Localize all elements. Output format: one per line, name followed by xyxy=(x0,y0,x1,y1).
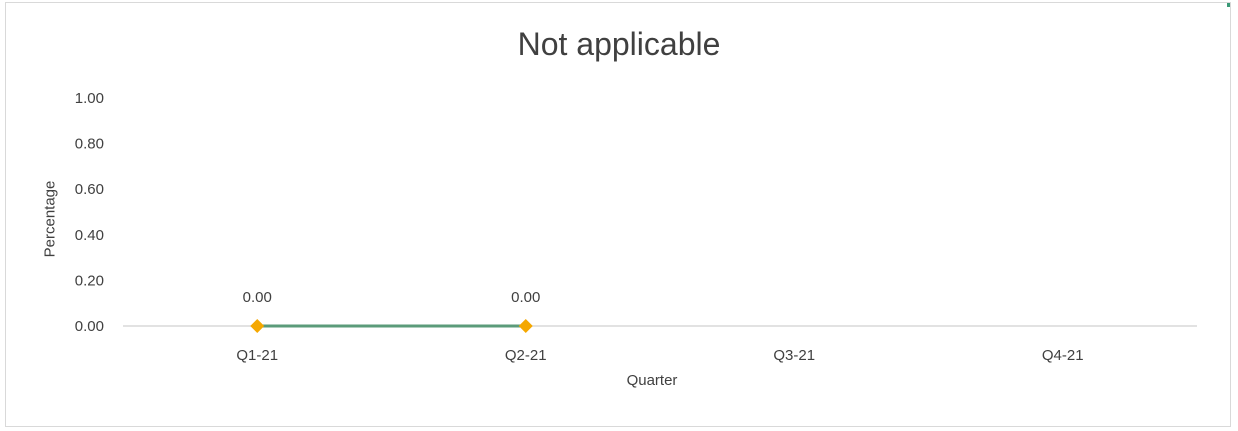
y-tick-label: 0.80 xyxy=(75,136,104,153)
x-axis-label: Quarter xyxy=(626,372,678,389)
x-tick-label: Q2-21 xyxy=(505,347,547,364)
x-tick-label: Q3-21 xyxy=(773,347,815,364)
y-tick-label: 0.40 xyxy=(75,227,104,244)
y-tick-label: 1.00 xyxy=(75,90,104,107)
x-tick-label: Q1-21 xyxy=(236,347,278,364)
data-point-marker xyxy=(250,319,265,333)
y-tick-label: 0.20 xyxy=(75,272,104,289)
y-tick-label: 0.60 xyxy=(75,181,104,198)
data-label: 0.00 xyxy=(243,289,272,306)
chart-title: Not applicable xyxy=(517,26,721,62)
x-tick-label: Q4-21 xyxy=(1042,347,1084,364)
y-tick-label: 0.00 xyxy=(75,318,104,335)
chart-frame xyxy=(5,2,1231,427)
corner-accent xyxy=(1227,3,1230,7)
data-label: 0.00 xyxy=(511,289,540,306)
data-point-marker xyxy=(518,319,533,333)
